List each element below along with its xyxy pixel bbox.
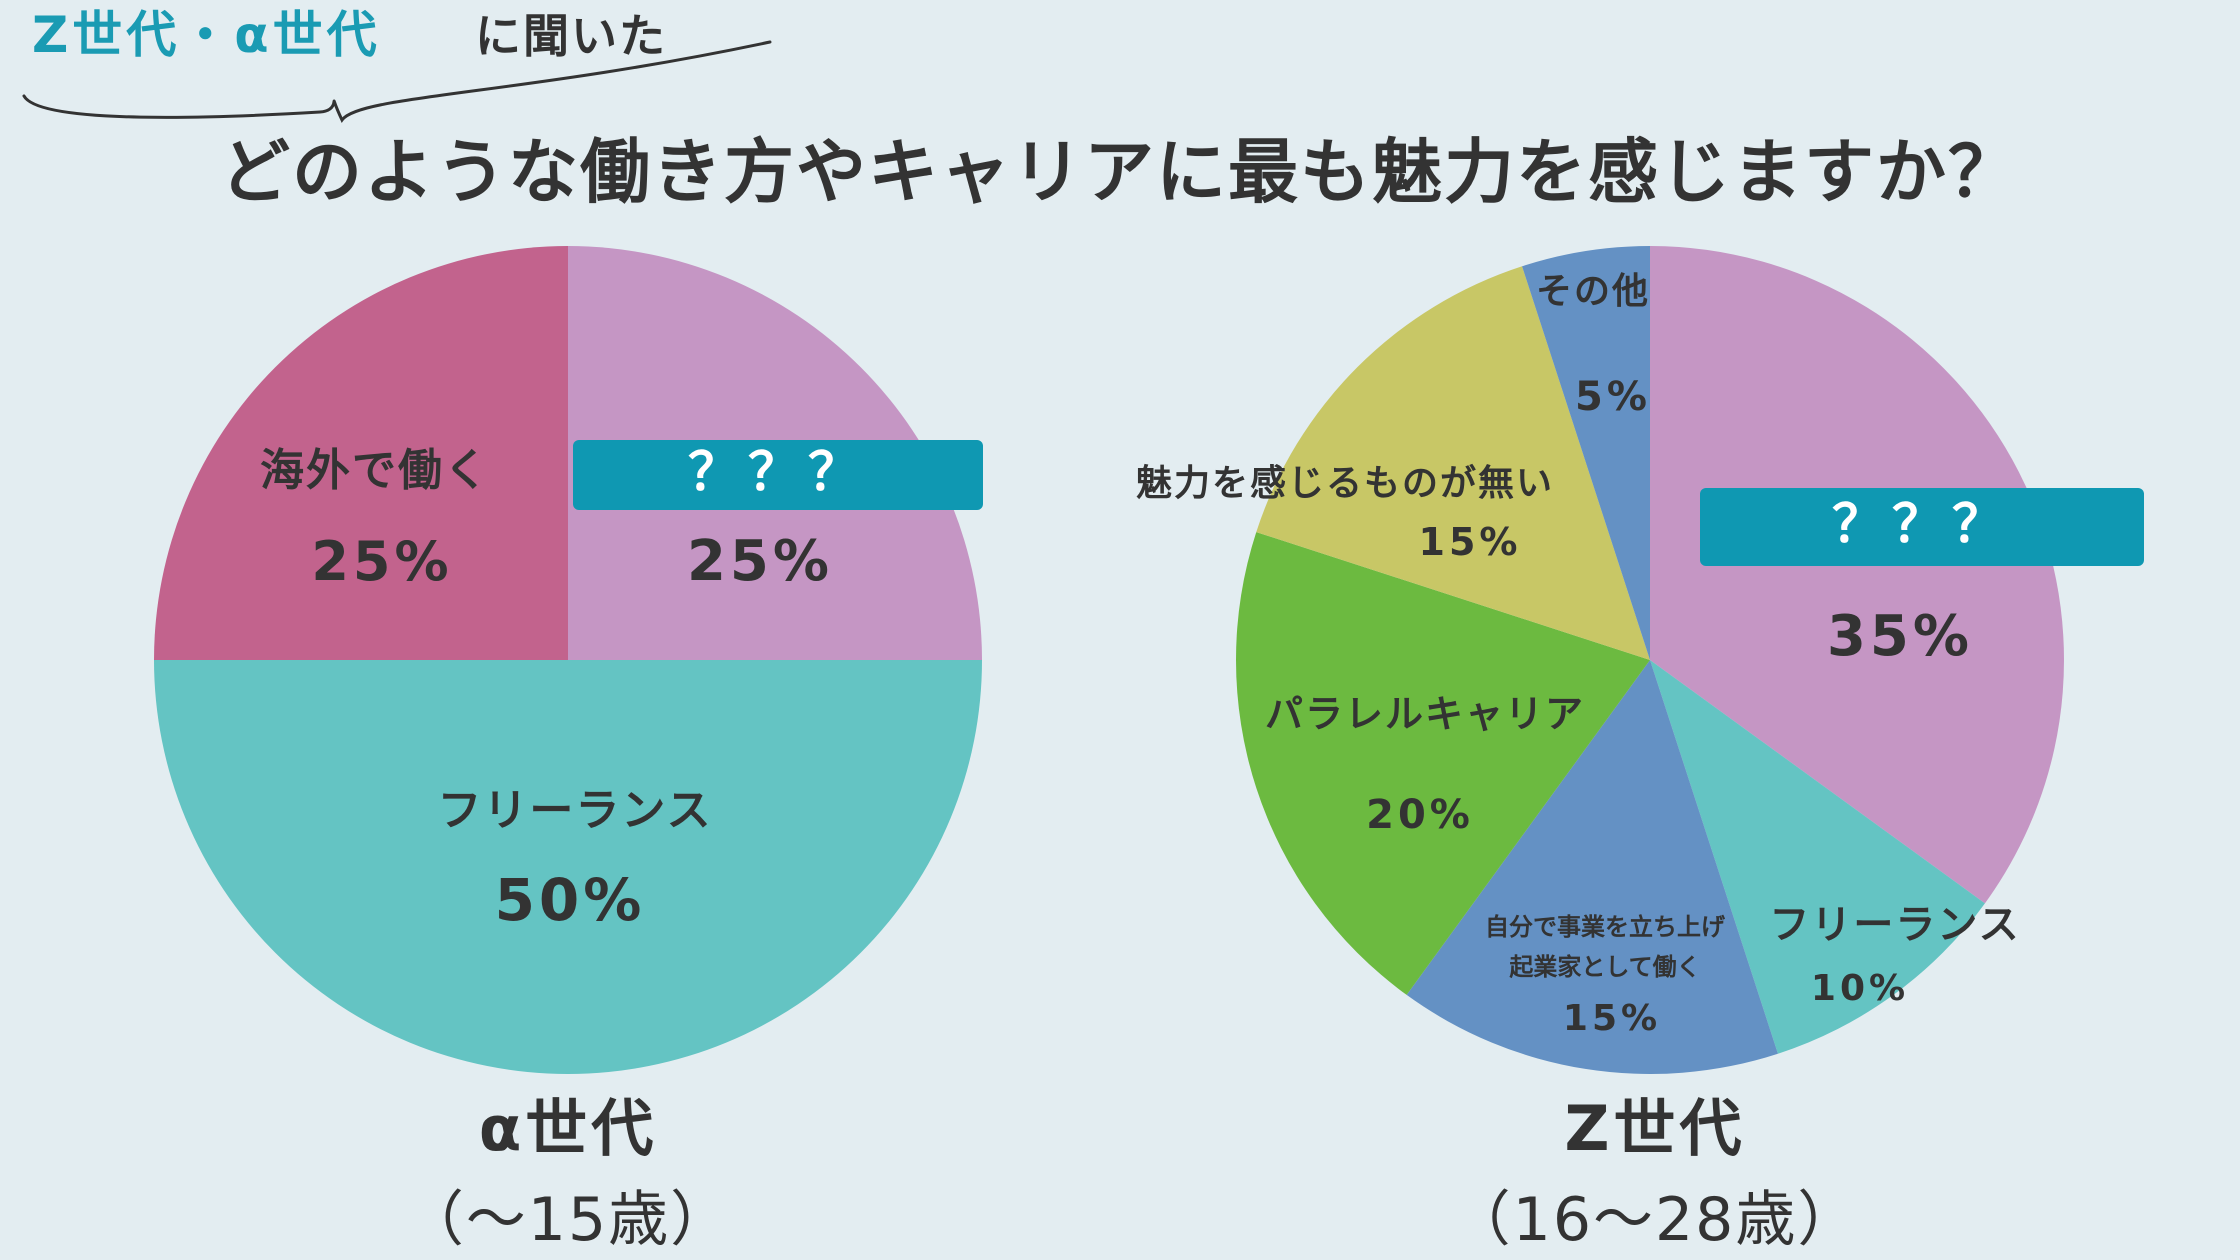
- pie-slices: [154, 246, 982, 1074]
- subtitle-underline: [22, 40, 772, 123]
- pie-slice: [1650, 246, 2064, 904]
- chart-subtitle-alpha: （〜15歳）: [404, 1185, 732, 1255]
- slice-value-label: 15%: [1563, 998, 1661, 1039]
- chart-title-z: Z世代: [1565, 1092, 1746, 1165]
- slice-value-label: 5%: [1575, 374, 1651, 420]
- slice-label: 起業家として働く: [1508, 953, 1700, 981]
- pie-slice: [1406, 660, 1778, 1074]
- hidden-label-box: [1700, 488, 2144, 566]
- slice-label: パラレルキャリア: [1265, 692, 1585, 736]
- pie-slice: [1236, 532, 1650, 995]
- alpha-generation-pie-chart: ？？？ 25% フリーランス 50% 海外で働く 25%: [154, 246, 983, 1074]
- subtitle-rest: に聞いた: [475, 9, 667, 63]
- slice-label: その他: [1536, 271, 1650, 312]
- slice-label: 魅力を感じるものが無い: [1136, 463, 1554, 504]
- pie-slice: [1522, 246, 1650, 660]
- slice-label: 海外で働く: [260, 445, 490, 496]
- slice-value-label: 20%: [1366, 792, 1474, 838]
- pie-slice: [154, 246, 568, 660]
- slice-value-label: 25%: [311, 530, 452, 593]
- slice-label: ？？？: [688, 443, 868, 503]
- hidden-label-box: [573, 440, 983, 510]
- slice-value-label: 25%: [687, 529, 833, 594]
- chart-title-alpha: α世代: [479, 1092, 658, 1165]
- pie-labels: ？？？ 25% フリーランス 50% 海外で働く 25%: [260, 440, 983, 934]
- slice-label: 自分で事業を立ち上げ: [1485, 913, 1726, 941]
- slice-label: ？？？: [1832, 495, 2012, 555]
- slice-value-label: 35%: [1827, 604, 1973, 669]
- pie-slice: [154, 660, 982, 1074]
- pie-slices: [1236, 246, 2064, 1074]
- slice-label: フリーランス: [1769, 902, 2020, 948]
- slice-label: フリーランス: [437, 785, 712, 836]
- pie-slice: [1256, 266, 1650, 660]
- subtitle-highlight: Z世代・α世代: [32, 6, 381, 64]
- slice-value-label: 15%: [1419, 520, 1522, 564]
- chart-subtitle-z: （16〜28歳）: [1451, 1185, 1860, 1255]
- page-title: どのような働き方やキャリアに最も魅力を感じますか？: [220, 131, 2020, 213]
- slice-value-label: 10%: [1811, 968, 1909, 1009]
- header: Z世代・α世代 に聞いた どのような働き方やキャリアに最も魅力を感じますか？: [22, 6, 2020, 213]
- slice-value-label: 50%: [495, 866, 646, 934]
- pie-slice: [1650, 660, 1985, 1054]
